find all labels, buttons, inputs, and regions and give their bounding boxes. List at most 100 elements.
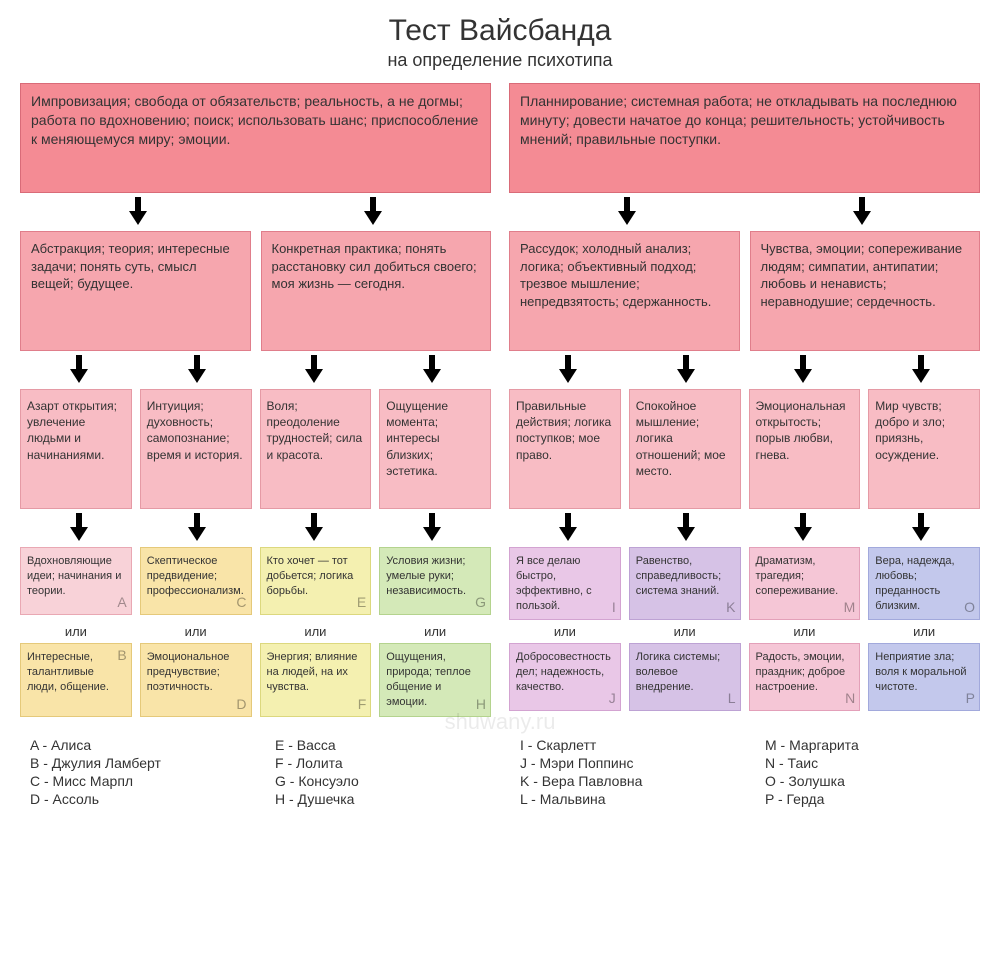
letter-B: B	[117, 646, 126, 665]
result-F-box: Энергия; влияние на людей, на их чувства…	[260, 643, 372, 716]
letter-C: C	[236, 593, 246, 612]
letter-J: J	[609, 689, 616, 708]
lvl3-c4-box: Правильные действия; логика поступков; м…	[509, 389, 621, 509]
letter-G: G	[475, 593, 486, 612]
arrow-icon	[423, 527, 441, 541]
result-N-box: Радость, эмоции, праздник; доброе настро…	[749, 643, 861, 711]
flowchart: Импровизация; свобода от обязательств; р…	[20, 83, 980, 809]
result-L-text: Логика системы; волевое внедрение.	[636, 651, 720, 693]
letter-O: O	[964, 598, 975, 617]
arrow-icon	[305, 527, 323, 541]
result-K-text: Равенство, справедливость; система знани…	[636, 555, 721, 597]
legend-E: E - Васса	[275, 737, 490, 753]
legend-O: O - Золушка	[765, 773, 980, 789]
letter-I: I	[612, 598, 616, 617]
result-H-box: Ощущения, природа; теплое общение и эмоц…	[379, 643, 491, 716]
legend-C: C - Мисс Марпл	[30, 773, 245, 789]
legend-J: J - Мэри Поппинс	[520, 755, 735, 771]
or-label: или	[260, 624, 372, 639]
result-O-text: Вера, надежда, любовь; преданность близк…	[875, 555, 954, 612]
legend-col-4: M - Маргарита N - Таис O - Золушка P - Г…	[765, 735, 980, 809]
result-B-box: Интересные, талантливые люди, общение. B	[20, 643, 132, 716]
lvl2-c3-box: Чувства, эмоции; сопереживание людям; си…	[750, 231, 981, 351]
arrow-icon	[188, 527, 206, 541]
letter-E: E	[357, 593, 366, 612]
letter-K: K	[726, 598, 735, 617]
arrow-icon	[677, 369, 695, 383]
lvl2-c0-box: Абстракция; теория; интересные задачи; п…	[20, 231, 251, 351]
legend-G: G - Консуэло	[275, 773, 490, 789]
legend-col-2: E - Васса F - Лолита G - Консуэло H - Ду…	[275, 735, 490, 809]
lvl1-right-box: Планнирование; системная работа; не откл…	[509, 83, 980, 193]
arrow-icon	[364, 211, 382, 225]
arrow-icon	[559, 527, 577, 541]
lvl1-left-box: Импровизация; свобода от обязательств; р…	[20, 83, 491, 193]
arrow-icon	[912, 527, 930, 541]
legend-N: N - Таис	[765, 755, 980, 771]
result-I-box: Я все делаю быстро, эффективно, с пользо…	[509, 547, 621, 620]
result-J-text: Добросовестность дел; надежность, качест…	[516, 651, 611, 693]
arrow-icon	[794, 527, 812, 541]
result-H-text: Ощущения, природа; теплое общение и эмоц…	[386, 651, 471, 708]
legend-P: P - Герда	[765, 791, 980, 807]
result-D-text: Эмоциональное предчувствие; поэтичность.	[147, 651, 230, 693]
or-label: или	[20, 624, 132, 639]
letter-M: M	[844, 598, 856, 617]
arrow-icon	[423, 369, 441, 383]
legend-A: A - Алиса	[30, 737, 245, 753]
arrow-icon	[188, 369, 206, 383]
lvl3-c6-box: Эмоциональ­ная открытость; порыв любви, …	[749, 389, 861, 509]
result-L-box: Логика системы; волевое внедрение. L	[629, 643, 741, 711]
arrow-icon	[129, 211, 147, 225]
result-M-box: Драматизм, трагедия; сопереживание. M	[749, 547, 861, 620]
arrow-icon	[559, 369, 577, 383]
result-A-box: Вдохновляющие идеи; начинания и теории.A	[20, 547, 132, 615]
or-label: или	[140, 624, 252, 639]
letter-L: L	[728, 689, 736, 708]
arrow-icon	[912, 369, 930, 383]
result-P-box: Неприятие зла; воля к моральной чистоте.…	[868, 643, 980, 711]
lvl2-c2-box: Рассудок; холодный анализ; логика; объек…	[509, 231, 740, 351]
lvl3-c1-box: Интуиция; духовность; самопознание; врем…	[140, 389, 252, 509]
lvl3-c0-box: Азарт открытия; увлечение людьми и начин…	[20, 389, 132, 509]
arrow-icon	[677, 527, 695, 541]
letter-F: F	[358, 695, 367, 714]
page-subtitle: на определение психотипа	[20, 50, 980, 71]
or-label: или	[868, 624, 980, 639]
legend-col-1: A - Алиса B - Джулия Ламберт C - Мисс Ма…	[30, 735, 245, 809]
result-G-text: Условия жизни; умелые руки; независимост…	[386, 555, 466, 597]
arrow-icon	[618, 211, 636, 225]
result-I-text: Я все делаю быстро, эффективно, с пользо…	[516, 555, 592, 612]
or-label: или	[749, 624, 861, 639]
legend-D: D - Ассоль	[30, 791, 245, 807]
legend-K: K - Вера Павловна	[520, 773, 735, 789]
letter-N: N	[845, 689, 855, 708]
legend-H: H - Душечка	[275, 791, 490, 807]
legend-F: F - Лолита	[275, 755, 490, 771]
result-E-text: Кто хочет — тот добьется; логика борьбы.	[267, 555, 354, 597]
result-B-text: Интересные, талантливые люди, общение.	[27, 651, 109, 693]
letter-P: P	[966, 689, 975, 708]
letter-H: H	[476, 695, 486, 714]
result-J-box: Добросовестность дел; надежность, качест…	[509, 643, 621, 711]
legend-L: L - Мальвина	[520, 791, 735, 807]
letter-D: D	[236, 695, 246, 714]
legend-I: I - Скарлетт	[520, 737, 735, 753]
page-title: Тест Вайсбанда	[20, 14, 980, 48]
legend-B: B - Джулия Ламберт	[30, 755, 245, 771]
lvl2-c1-box: Конкретная практика; понять расстановку …	[261, 231, 492, 351]
result-M-text: Драматизм, трагедия; сопереживание.	[756, 555, 839, 597]
arrow-icon	[70, 527, 88, 541]
result-G-box: Условия жизни; умелые руки; независимост…	[379, 547, 491, 615]
result-P-text: Неприятие зла; воля к моральной чистоте.	[875, 651, 966, 693]
lvl3-c3-box: Ощущение момента; интересы близких; эсте…	[379, 389, 491, 509]
arrow-icon	[305, 369, 323, 383]
arrow-icon	[70, 369, 88, 383]
result-A-text: Вдохновляющие идеи; начинания и теории.	[27, 555, 121, 597]
or-label: или	[379, 624, 491, 639]
result-N-text: Радость, эмоции, праздник; доброе настро…	[756, 651, 846, 693]
legend: A - Алиса B - Джулия Ламберт C - Мисс Ма…	[20, 735, 980, 809]
result-C-text: Скептическое предвидение; профессионализ…	[147, 555, 244, 597]
letter-A: A	[117, 593, 126, 612]
result-K-box: Равенство, справедливость; система знани…	[629, 547, 741, 620]
